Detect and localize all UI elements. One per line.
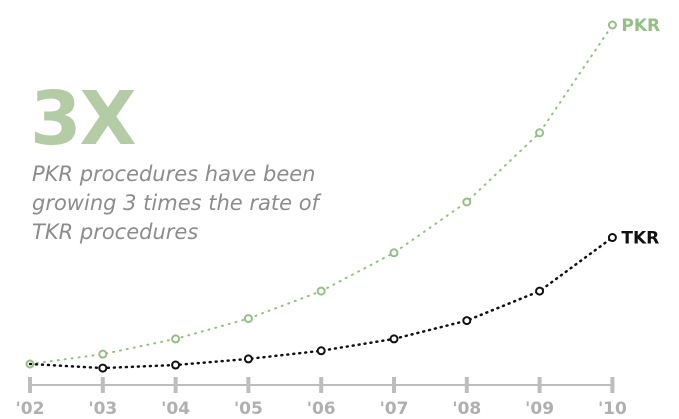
tkr-point-4	[316, 346, 326, 356]
pkr-point-2	[171, 334, 181, 344]
pkr-point-1	[98, 349, 108, 359]
pkr-point-7	[535, 128, 545, 138]
x-tick-label-8: '10	[598, 399, 627, 419]
tkr-point-2	[171, 360, 181, 370]
x-tick-label-6: '08	[452, 399, 481, 419]
tkr-point-3	[243, 354, 253, 364]
tkr-point-5	[389, 334, 399, 344]
caption: PKR procedures have been growing 3 times…	[32, 160, 362, 247]
tkr-point-8	[607, 233, 617, 243]
pkr-point-6	[462, 197, 472, 207]
x-axis: '02 '03 '04 '05 '06 '07 '08 '09 '10	[16, 377, 627, 419]
tkr-point-1	[98, 363, 108, 373]
caption-line-2: growing 3 times the rate of	[32, 191, 319, 215]
tkr-point-7	[535, 286, 545, 296]
x-tick-label-4: '06	[307, 399, 336, 419]
tkr-series-label: TKR	[621, 229, 659, 249]
x-tick-label-3: '05	[234, 399, 263, 419]
tkr-point-6	[462, 316, 472, 326]
pkr-point-3	[243, 314, 253, 324]
caption-line-1: PKR procedures have been	[32, 162, 316, 186]
caption-line-3: TKR procedures	[32, 220, 199, 244]
tkr-series-line	[28, 236, 614, 370]
pkr-series-label: PKR	[621, 16, 660, 36]
pkr-point-5	[389, 248, 399, 258]
pkr-point-8	[607, 20, 617, 30]
x-tick-label-0: '02	[16, 399, 45, 419]
x-tick-label-7: '09	[525, 399, 554, 419]
x-tick-label-2: '04	[161, 399, 190, 419]
series-layer: PKR TKR	[25, 16, 660, 373]
x-tick-label-5: '07	[380, 399, 409, 419]
pkr-point-4	[316, 286, 326, 296]
headline-3x: 3X	[30, 76, 137, 162]
x-tick-label-1: '03	[88, 399, 117, 419]
